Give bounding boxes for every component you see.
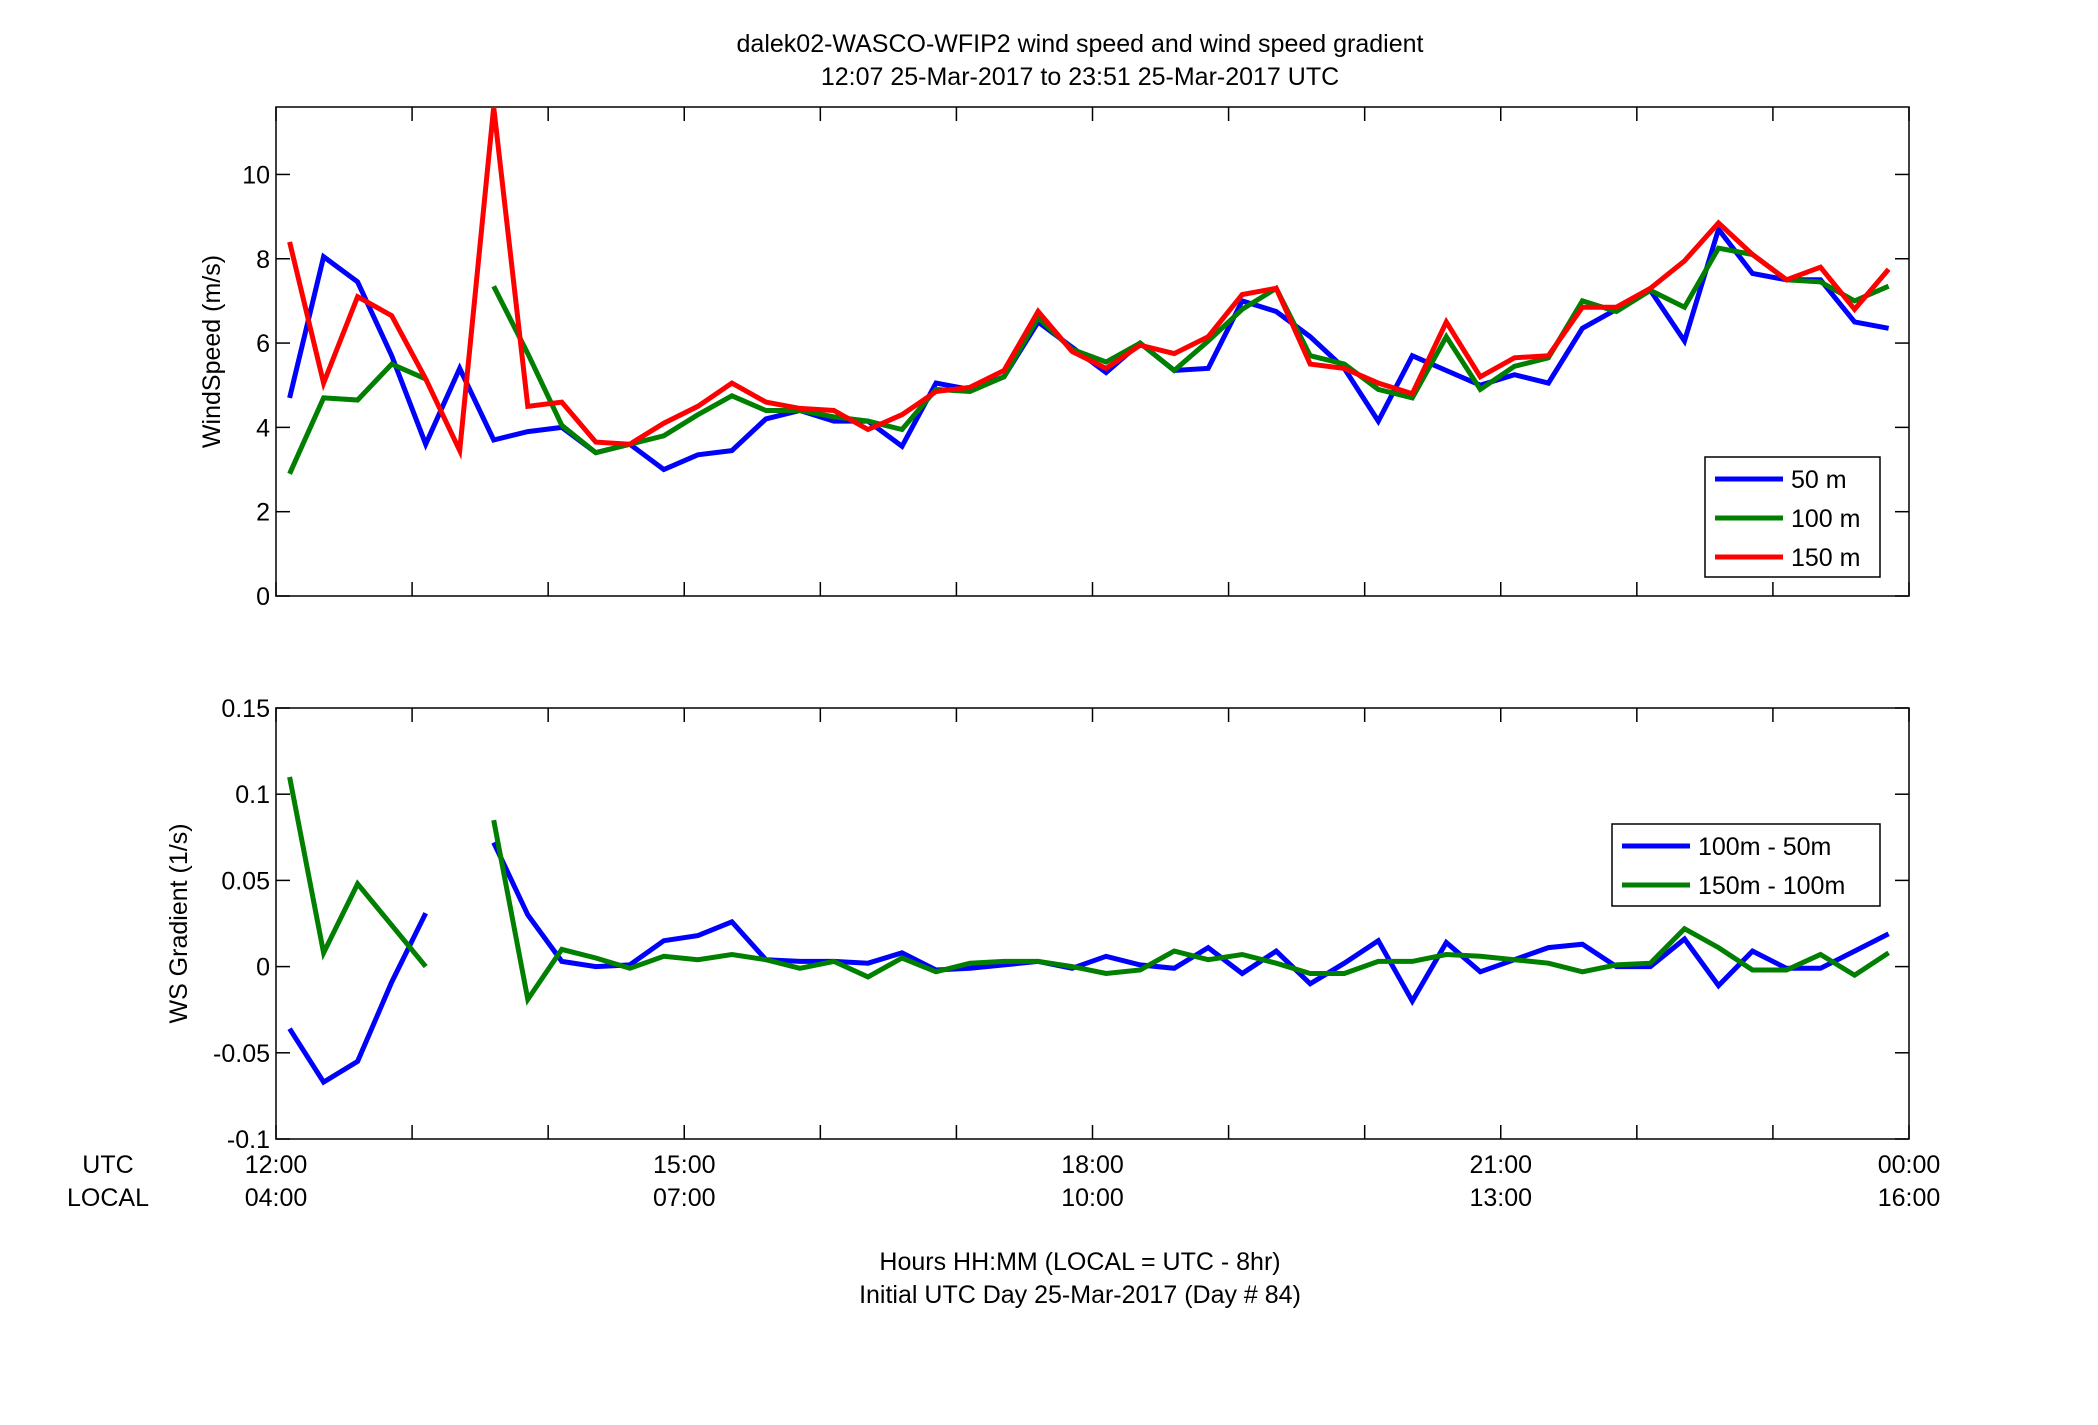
legend-entry: 150m - 100m [1698,872,1845,900]
local-tick-label: 10:00 [1061,1184,1124,1212]
y-tick-label: 6 [256,330,270,358]
legend-box [1611,823,1881,907]
utc-tick-label: 15:00 [653,1151,716,1179]
legend-entry: 150 m [1791,544,1860,572]
local-tick-label: 04:00 [245,1184,308,1212]
utc-tick-label: 00:00 [1878,1151,1941,1179]
y-tick-label: 4 [256,414,270,442]
series-line-150m-100m [287,776,1890,1006]
x-axis-label-line1: Hours HH:MM (LOCAL = UTC - 8hr) [879,1248,1280,1276]
axes-box [275,707,1910,1140]
legend-entry: 100 m [1791,505,1860,533]
y-tick-label: -0.1 [227,1126,270,1154]
y-tick-label: 0 [256,954,270,982]
utc-tick-label: 21:00 [1469,1151,1532,1179]
utc-tick-label: 12:00 [245,1151,308,1179]
y-tick-label: 8 [256,246,270,274]
legend: 100m - 50m 150m - 100m [1611,823,1881,907]
gradient-plot: -0.1 -0.05 0 0.05 0.1 0.15 WS Gradient (1/s) 10… [165,695,1910,1154]
local-tick-label: 16:00 [1878,1184,1941,1212]
local-tick-label: 07:00 [653,1184,716,1212]
time-tick-labels: 12:00 04:00 15:00 07:00 18:00 10:00 21:00 13:00… [245,1151,1941,1212]
legend: 50 m 100 m 150 m [1704,456,1881,578]
y-tick-label: -0.05 [213,1040,270,1068]
local-tick-label: 13:00 [1469,1184,1532,1212]
legend-entry: 50 m [1791,466,1847,494]
chart-title-line1: dalek02-WASCO-WFIP2 wind speed and wind … [737,30,1424,58]
x-axis-label-line2: Initial UTC Day 25-Mar-2017 (Day # 84) [859,1281,1301,1309]
utc-row-label: UTC [82,1151,133,1179]
series-line-100-m [287,245,1890,475]
local-row-label: LOCAL [67,1184,149,1212]
chart-title-line2: 12:07 25-Mar-2017 to 23:51 25-Mar-2017 U… [821,63,1339,91]
axes-box [275,106,1910,597]
windspeed-plot: 0 2 4 6 8 10 WindSpeed (m/s) 50 m 100 m 150 m [198,106,1910,611]
y-axis-label: WindSpeed (m/s) [198,255,226,448]
y-tick-label: 0.15 [221,695,270,723]
y-tick-label: 0.05 [221,867,270,895]
y-tick-label: 10 [242,161,270,189]
y-tick-label: 2 [256,499,270,527]
series-line-150-m [287,107,1891,460]
legend-entry: 100m - 50m [1698,833,1831,861]
y-tick-label: 0 [256,583,270,611]
y-tick-label: 0.1 [235,781,270,809]
y-axis-label: WS Gradient (1/s) [165,823,193,1023]
utc-tick-label: 18:00 [1061,1151,1124,1179]
